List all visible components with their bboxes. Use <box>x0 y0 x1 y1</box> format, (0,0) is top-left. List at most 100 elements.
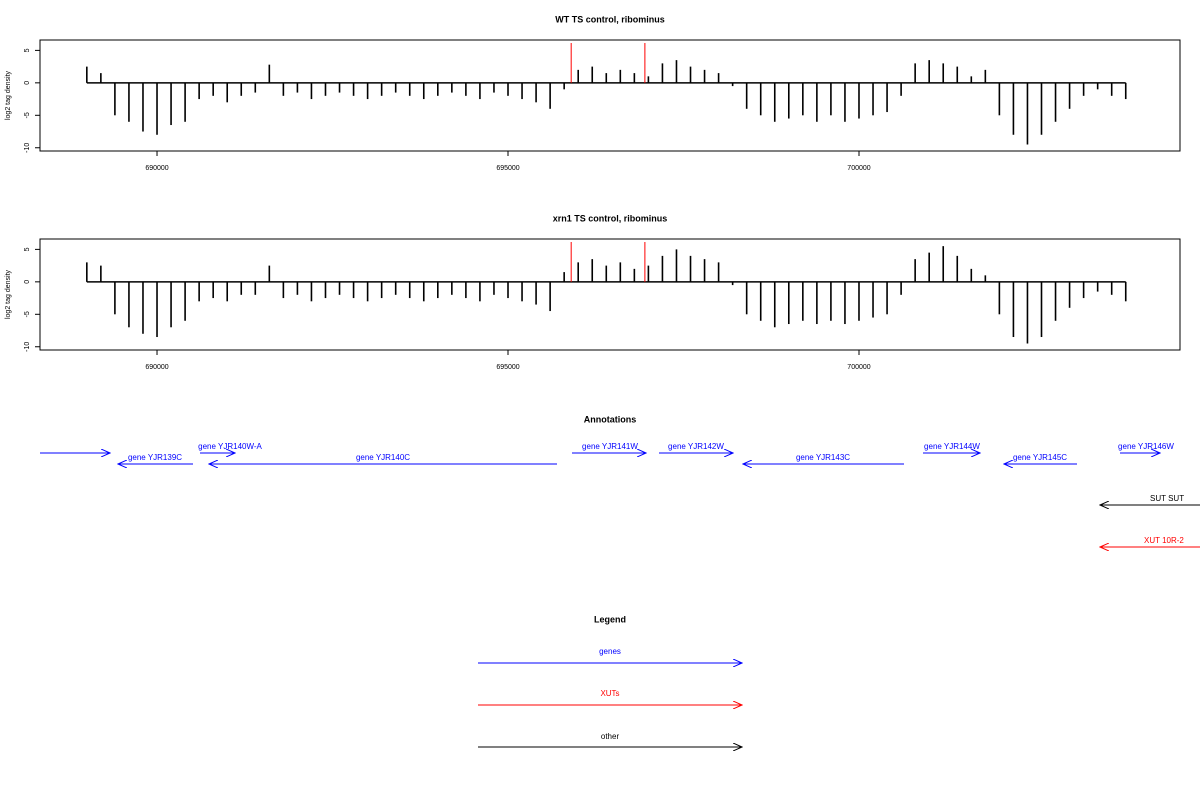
bar <box>1110 281 1113 295</box>
x-tick-label: 695000 <box>496 165 519 172</box>
x-tick-label: 690000 <box>145 364 168 371</box>
bar <box>605 73 608 83</box>
y-tick-label: 5 <box>24 48 31 52</box>
annotation-label: gene YJR143C <box>796 453 850 462</box>
bar <box>872 82 874 116</box>
bar <box>366 82 369 100</box>
annotation-label: gene YJR145C <box>1013 453 1067 462</box>
bar <box>1124 82 1127 100</box>
bar <box>1040 82 1043 135</box>
bar <box>900 82 902 96</box>
bar <box>549 82 551 109</box>
y-tick-label: -10 <box>24 342 31 352</box>
bar <box>240 82 243 96</box>
bar <box>226 82 229 103</box>
bar <box>535 82 537 103</box>
bar <box>844 281 846 325</box>
bar <box>493 281 495 295</box>
bar <box>100 73 102 83</box>
bar <box>184 281 186 321</box>
bar <box>170 281 172 328</box>
bar <box>886 82 888 113</box>
bar <box>773 82 776 122</box>
bar <box>787 82 790 119</box>
bar <box>956 255 959 282</box>
y-tick-label: -5 <box>24 112 31 118</box>
bar <box>928 60 930 83</box>
bar <box>86 262 88 282</box>
bar <box>830 281 832 321</box>
legend: Legend genes XUTs other <box>478 614 742 747</box>
bar <box>998 82 1001 116</box>
bar <box>605 265 608 282</box>
annotation-label: gene YJR144W <box>924 442 980 451</box>
bar <box>268 64 271 83</box>
bar <box>366 281 369 302</box>
bar <box>647 265 650 282</box>
bar <box>970 76 973 83</box>
bar <box>591 259 594 282</box>
bar <box>296 281 299 295</box>
bar <box>675 60 678 83</box>
y-axis-label: log2 tag density <box>5 269 12 319</box>
chart-title: WT TS control, ribominus <box>555 14 665 24</box>
plot-frame <box>39 39 1181 152</box>
bar <box>1082 281 1085 299</box>
bar <box>128 281 130 328</box>
bar <box>661 63 664 83</box>
bar <box>745 281 748 315</box>
bar <box>394 82 397 93</box>
bar <box>1124 281 1127 302</box>
bar <box>942 63 945 83</box>
legend-label: XUTs <box>600 689 619 698</box>
bar <box>535 281 537 305</box>
bar <box>661 255 664 282</box>
bar <box>914 259 916 282</box>
bar <box>507 82 509 96</box>
bar <box>802 281 804 321</box>
bar <box>282 82 285 96</box>
bar <box>717 73 720 83</box>
x-tick-label: 700000 <box>847 364 870 371</box>
bar <box>380 82 383 96</box>
bar <box>114 82 116 116</box>
bar <box>184 82 186 122</box>
chart-title: xrn1 TS control, ribominus <box>553 213 668 223</box>
bar <box>170 82 172 126</box>
bar <box>422 281 425 302</box>
bar <box>479 82 481 100</box>
bar <box>465 281 467 299</box>
bar <box>268 265 271 282</box>
bar <box>338 281 341 295</box>
bar <box>1026 82 1029 145</box>
bar <box>352 82 355 96</box>
bar <box>900 281 902 295</box>
plot-frame <box>39 238 1181 351</box>
bar <box>914 63 916 83</box>
bar <box>408 281 411 299</box>
annotations-title: Annotations <box>584 414 637 424</box>
bar <box>352 281 355 299</box>
bar <box>507 281 509 299</box>
bar <box>86 66 88 83</box>
bar <box>802 82 804 116</box>
bar <box>675 249 678 282</box>
bar <box>1054 281 1057 321</box>
legend-label: genes <box>599 647 621 656</box>
x-tick-label: 695000 <box>496 364 519 371</box>
bar <box>998 281 1001 315</box>
bar <box>493 82 495 93</box>
bar <box>689 255 692 282</box>
bar <box>956 66 959 83</box>
bar <box>872 281 874 318</box>
bar <box>142 82 144 132</box>
bar <box>731 82 734 87</box>
bar <box>254 281 257 295</box>
bar <box>1082 82 1085 96</box>
bar <box>310 281 313 302</box>
bar <box>689 66 692 83</box>
annotation-label: gene YJR146W <box>1118 442 1174 451</box>
bar <box>1040 281 1043 338</box>
bar <box>984 69 987 83</box>
bar <box>226 281 229 302</box>
